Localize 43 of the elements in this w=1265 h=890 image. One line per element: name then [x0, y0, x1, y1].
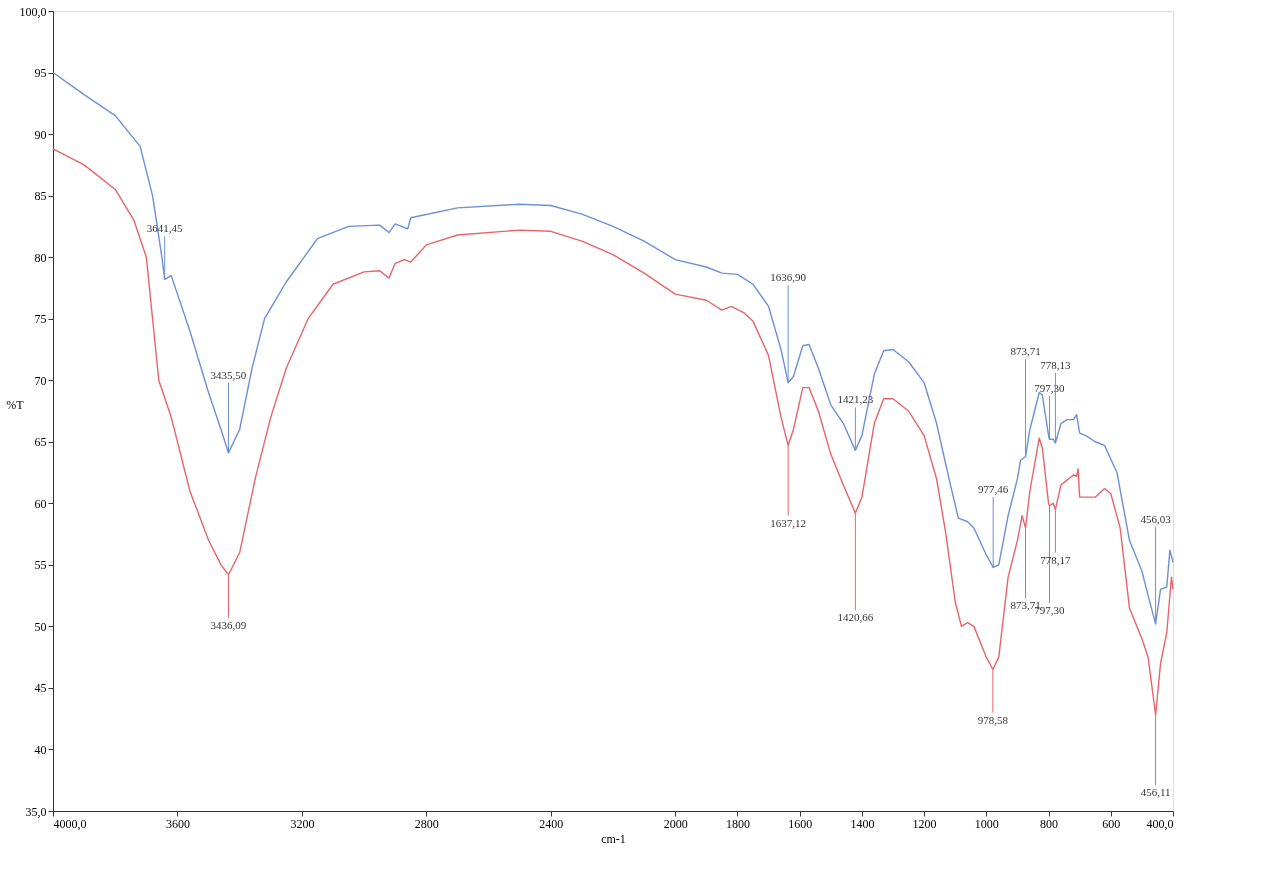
y-tick-label: 45 — [34, 681, 47, 696]
y-tick-label: 60 — [34, 496, 47, 511]
x-tick-label: 2000 — [663, 816, 688, 831]
y-tick-label: 50 — [34, 619, 47, 634]
annotation: 1636,90 — [770, 271, 807, 284]
x-tick-label: 4000,0 — [53, 816, 87, 831]
x-tick-label: 1800 — [725, 816, 750, 831]
y-tick-label: 85 — [34, 189, 47, 204]
y-tick-label: 55 — [34, 558, 47, 573]
y-tick-label: 80 — [34, 250, 47, 265]
x-tick-label: 2800 — [414, 816, 439, 831]
y-axis-title: %T — [6, 397, 25, 412]
y-tick-label: 65 — [34, 435, 47, 450]
x-tick-label: 1000 — [974, 816, 999, 831]
x-tick-label: 400,0 — [1146, 816, 1174, 831]
y-tick-label: 90 — [34, 127, 47, 142]
y-tick-label: 70 — [34, 373, 47, 388]
x-tick-label: 600 — [1102, 816, 1121, 831]
annotation: 1420,66 — [837, 611, 874, 624]
y-tick-label: 75 — [34, 312, 47, 327]
annotation: 3436,09 — [210, 618, 247, 631]
x-tick-label: 800 — [1040, 816, 1059, 831]
x-axis-title: cm-1 — [601, 831, 626, 846]
x-tick-label: 1600 — [788, 816, 813, 831]
x-tick-label: 1400 — [850, 816, 875, 831]
annotation: 977,46 — [978, 483, 1009, 496]
y-tick-label: 40 — [34, 742, 47, 757]
x-tick-label: 3200 — [290, 816, 315, 831]
x-tick-label: 2400 — [539, 816, 564, 831]
annotation: 1421,23 — [837, 393, 874, 406]
y-tick-label: 35,0 — [25, 804, 47, 819]
annotation: 873,71 — [1010, 345, 1041, 358]
annotation: 778,13 — [1040, 358, 1072, 371]
annotation: 1637,12 — [770, 516, 807, 529]
annotation: 3435,50 — [210, 368, 247, 381]
annotation: 978,58 — [977, 713, 1009, 726]
x-tick-label: 1200 — [912, 816, 937, 831]
y-tick-label: 100,0 — [19, 4, 47, 19]
x-tick-label: 3600 — [165, 816, 190, 831]
y-tick-label: 95 — [34, 66, 47, 81]
annotation: 3641,45 — [146, 222, 184, 235]
annotation: 456,11 — [1140, 786, 1171, 799]
annotation: 456,03 — [1140, 512, 1172, 525]
